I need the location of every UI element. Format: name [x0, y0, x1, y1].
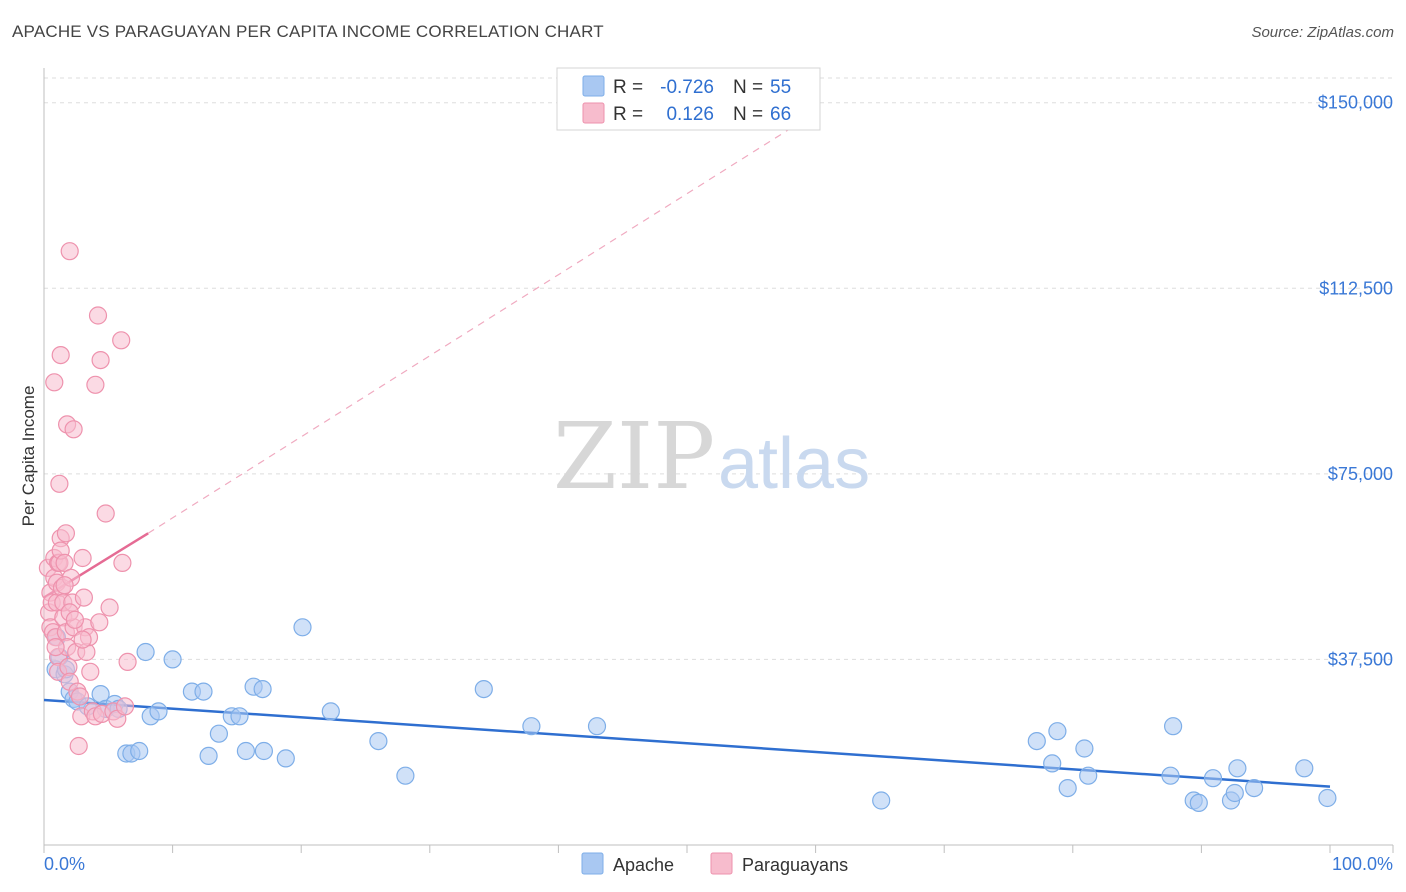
point-apache [163, 650, 182, 669]
point-apache [1075, 739, 1094, 758]
point-apache [1295, 759, 1314, 778]
point-paraguayans [88, 306, 108, 325]
grid [44, 77, 1393, 660]
point-apache [253, 679, 272, 699]
y-tick-label: $150,000 [1318, 93, 1393, 113]
point-apache [522, 717, 541, 736]
trend-line-extension-paraguayans [147, 112, 816, 534]
point-apache [587, 717, 607, 736]
point-apache [396, 766, 415, 785]
point-paraguayans [51, 346, 70, 365]
point-paraguayans [96, 504, 115, 523]
chart-title: APACHE VS PARAGUAYAN PER CAPITA INCOME C… [12, 22, 604, 41]
point-apache [1225, 783, 1244, 803]
point-paraguayans [50, 474, 69, 493]
x-tick-label-max: 100.0% [1332, 854, 1393, 874]
point-apache [199, 746, 218, 766]
watermark-zip: ZIP [553, 403, 715, 510]
bottom-legend-swatch-paraguayans [710, 852, 733, 875]
legend-n-label-paraguayans: N = [733, 104, 763, 125]
series-legend: Apache Paraguayans [581, 852, 848, 875]
point-paraguayans [74, 588, 94, 607]
watermark-atlas: atlas [718, 424, 870, 504]
point-paraguayans [91, 351, 110, 370]
point-paraguayans [65, 610, 85, 629]
point-paraguayans [115, 697, 135, 716]
point-apache [1161, 766, 1180, 785]
legend-r-label-apache: R = [613, 77, 643, 98]
point-apache [209, 724, 228, 743]
point-apache [1318, 788, 1337, 808]
legend-n-label-apache: N = [733, 77, 763, 98]
x-tick-label-min: 0.0% [44, 854, 85, 874]
point-apache [872, 791, 891, 810]
legend-r-label-paraguayans: R = [613, 104, 643, 125]
y-tick-label: $75,000 [1328, 464, 1393, 484]
point-paraguayans [73, 548, 92, 568]
point-apache [236, 741, 255, 761]
point-paraguayans [90, 613, 109, 632]
point-paraguayans [112, 331, 131, 350]
point-paraguayans [64, 420, 83, 439]
legend-r-value-paraguayans: 0.126 [666, 104, 714, 125]
point-apache [149, 702, 168, 721]
data-points [38, 242, 1337, 813]
y-axis-title: Per Capita Income [19, 386, 38, 527]
legend-n-value-paraguayans: 66 [770, 104, 791, 125]
point-paraguayans [45, 373, 64, 392]
point-apache [1189, 793, 1208, 813]
point-apache [321, 702, 340, 721]
point-apache [474, 679, 493, 699]
source-label: Source: ZipAtlas.com [1251, 24, 1394, 41]
legend-swatch-apache [582, 75, 605, 97]
point-paraguayans [100, 598, 119, 617]
point-apache [1027, 731, 1046, 751]
point-apache [1079, 766, 1098, 785]
point-paraguayans [55, 576, 74, 595]
point-paraguayans [70, 687, 90, 706]
watermark: ZIP atlas [553, 403, 870, 510]
legend-n-value-apache: 55 [770, 77, 791, 98]
point-apache [254, 741, 273, 761]
bottom-legend-label-paraguayans: Paraguayans [742, 855, 848, 875]
y-tick-labels: $37,500 $75,000 $112,500 $150,000 [1318, 93, 1393, 670]
stats-legend: R = -0.726 N = 55 R = 0.126 N = 66 [556, 67, 821, 131]
point-apache [293, 618, 312, 637]
point-apache [136, 642, 155, 662]
bottom-legend-label-apache: Apache [613, 855, 674, 875]
point-paraguayans [60, 242, 79, 261]
point-paraguayans [56, 524, 76, 543]
legend-swatch-paraguayans [582, 102, 605, 124]
point-apache [1228, 759, 1247, 778]
point-apache [1058, 778, 1077, 798]
point-paraguayans [86, 375, 105, 394]
trend-line-apache [43, 698, 1331, 788]
point-apache [130, 741, 149, 761]
point-paraguayans [113, 553, 132, 573]
point-paraguayans [118, 652, 137, 672]
axes [43, 68, 1394, 853]
legend-r-value-apache: -0.726 [660, 77, 714, 98]
point-apache [1048, 722, 1067, 741]
y-tick-label: $112,500 [1319, 278, 1393, 298]
point-paraguayans [46, 637, 65, 657]
point-apache [194, 682, 213, 701]
point-apache [276, 749, 295, 768]
y-tick-label: $37,500 [1328, 649, 1393, 669]
point-paraguayans [81, 662, 100, 681]
point-paraguayans [69, 736, 88, 756]
bottom-legend-swatch-apache [581, 852, 604, 875]
point-apache [1163, 717, 1183, 736]
point-apache [230, 707, 249, 726]
point-apache [1203, 769, 1223, 788]
point-apache [369, 731, 388, 751]
point-apache [1043, 754, 1062, 773]
point-apache [1244, 778, 1264, 798]
point-paraguayans [73, 630, 92, 649]
